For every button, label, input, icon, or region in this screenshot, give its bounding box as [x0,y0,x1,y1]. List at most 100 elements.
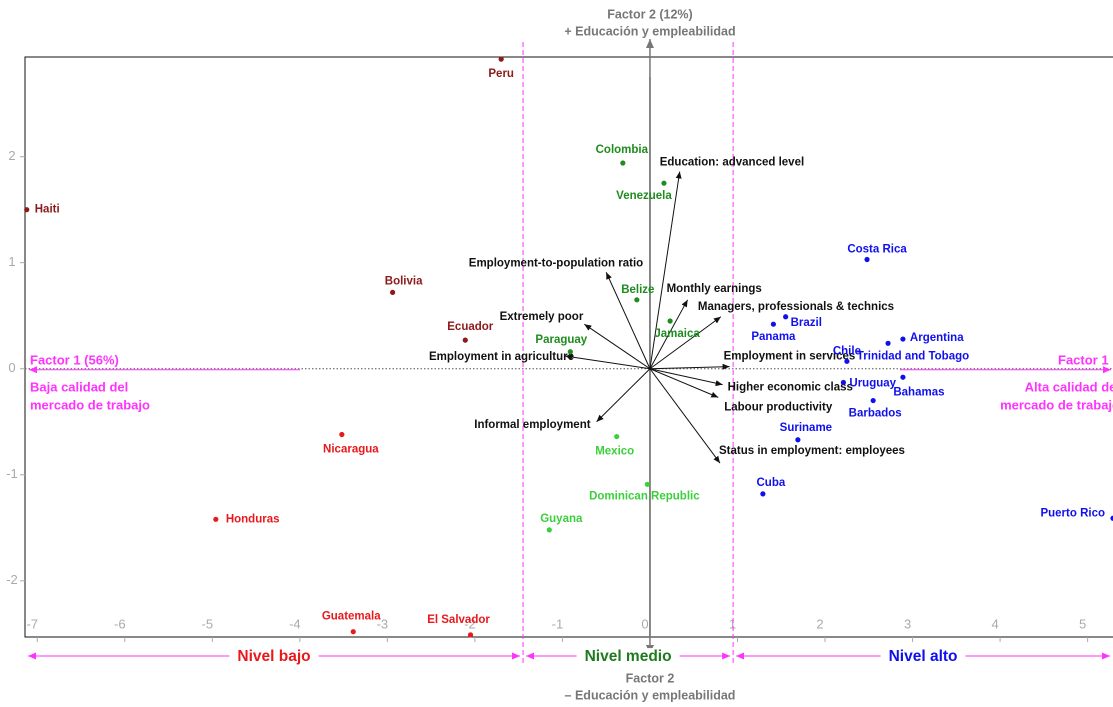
level-label: Nivel bajo [237,648,310,665]
top-sublabel: + Educación y empleabilidad [564,24,735,38]
country-label: Mexico [595,446,634,458]
country-label: Bahamas [893,386,944,398]
level-label: Nivel medio [585,648,672,665]
country-label: Venezuela [616,190,672,202]
loading-vector [649,368,721,464]
country-point [498,56,504,62]
y-tick-label: 0 [8,360,15,375]
country-point [390,289,396,295]
vector-label: Status in employment: employees [719,445,905,457]
loading-vector [596,368,651,423]
vector-label: Employment in agriculture [429,351,574,363]
country-point [213,516,219,522]
country-label: Haiti [35,204,60,216]
x-tick-label: 1 [729,616,736,631]
bottom-sublabel: – Educación y empleabilidad [565,688,736,702]
x-tick-label: -6 [114,616,126,631]
left-sublabel: Baja calidad del [30,379,128,394]
loading-vector [649,316,722,370]
country-label: Argentina [910,332,964,344]
country-label: Guyana [540,513,583,525]
country-point [350,629,356,635]
country-point [24,207,30,213]
country-point [620,160,626,166]
country-label: Guatemala [322,611,381,623]
country-point [770,321,776,327]
x-tick-label: 0 [641,616,648,631]
country-point [661,180,667,186]
country-label: Brazil [791,317,822,329]
country-point [339,431,345,438]
country-label: El Salvador [427,614,490,626]
level-label-bg [229,648,319,666]
vector-label: Higher economic class [728,382,853,394]
country-label: Suriname [780,422,832,434]
country-point [644,481,650,487]
loading-vector [605,272,651,369]
country-point [783,314,789,320]
y-tick-label: -2 [6,572,18,587]
vector-label: Managers, professionals & technics [698,301,894,313]
country-label: Uruguay [849,378,896,390]
vector-label: Education: advanced level [660,157,804,169]
country-label: Barbados [849,408,902,420]
country-point [885,340,891,346]
level-label: Nivel alto [889,648,958,665]
loading-vector [649,368,723,387]
country-label: Nicaragua [323,444,379,456]
country-point [840,379,847,386]
country-point [1110,515,1113,521]
country-point [900,336,906,342]
country-label: Jamaica [654,328,700,340]
x-tick-label: -5 [202,616,214,631]
country-label: Panama [751,331,796,343]
country-point [567,349,573,355]
country-point [795,437,801,443]
country-point [870,397,876,404]
left-label: Factor 1 (56%) [30,352,119,367]
country-point [667,318,673,324]
loading-vector [649,299,689,369]
loading-vector [584,323,651,370]
country-point [614,433,620,440]
right-label: Factor 1 [1058,352,1109,367]
left-sublabel: mercado de trabajo [30,397,150,412]
country-point [546,527,552,533]
country-point [634,297,640,303]
country-point [467,632,474,638]
x-tick-label: -7 [26,616,38,631]
country-point [900,374,906,380]
country-label: Chile [833,345,861,357]
level-label-bg [880,648,966,666]
country-label: Dominican Republic [589,490,700,502]
x-tick-label: -1 [552,616,564,631]
country-label: Ecuador [447,321,494,333]
country-label: Paraguay [535,334,587,346]
loading-vector [564,354,651,370]
country-label: Trinidad and Tobago [857,350,969,362]
x-tick-label: 5 [1079,616,1086,631]
x-tick-label: -4 [289,616,301,631]
vector-label: Labour productivity [724,401,833,413]
country-label: Honduras [226,513,280,525]
x-tick-label: -2 [464,616,476,631]
right-sublabel: mercado de trabajo [1000,397,1113,412]
y-tick-label: 1 [8,254,15,269]
level-label-bg [576,648,680,666]
vector-label: Employment in services [724,351,856,363]
country-label: Bolivia [385,275,423,287]
loading-vector [649,171,682,369]
country-label: Colombia [596,144,649,156]
bottom-label: Factor 2 [626,671,675,685]
country-point [760,491,766,497]
x-tick-label: 3 [904,616,911,631]
right-sublabel: Alta calidad del [1025,379,1113,394]
plot-frame [24,56,1113,638]
vector-label: Extremely poor [500,311,584,323]
x-tick-label: 2 [816,616,823,631]
vector-label: Employment-to-population ratio [469,257,643,269]
country-point [864,256,870,263]
vector-label: Monthly earnings [667,283,762,295]
country-point [844,358,850,364]
